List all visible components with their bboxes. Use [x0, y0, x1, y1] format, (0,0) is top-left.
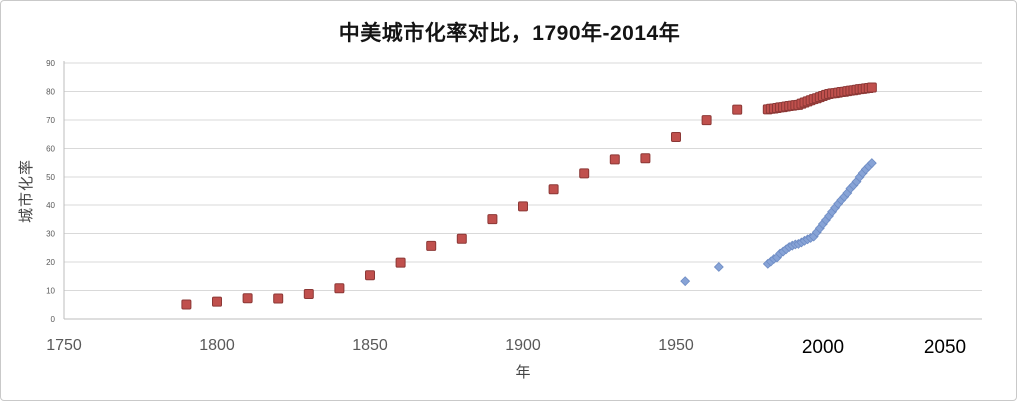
data-point-us	[456, 233, 467, 244]
data-point-us	[579, 168, 590, 179]
y-tick-label-60: 60	[46, 144, 55, 153]
data-point-us	[671, 131, 681, 142]
y-tick-label-80: 80	[46, 87, 55, 96]
y-tick-label-10: 10	[46, 287, 55, 296]
x-tick-label-1800: 1800	[199, 337, 235, 354]
y-tick-label-40: 40	[46, 201, 55, 210]
data-point-us	[866, 82, 877, 93]
x-axis-title: 年	[515, 364, 530, 381]
data-point-us	[487, 214, 498, 225]
y-tick-label-30: 30	[46, 230, 55, 239]
data-point-us	[303, 288, 314, 299]
data-point-us	[640, 153, 651, 164]
data-point-china	[713, 261, 724, 272]
chart-title: 中美城市化率对比，1790年-2014年	[338, 22, 681, 45]
data-point-us	[518, 201, 528, 212]
data-point-us	[181, 299, 192, 310]
data-point-us	[701, 115, 712, 126]
y-tick-label-70: 70	[46, 116, 55, 125]
x-tick-label-1850: 1850	[352, 337, 388, 354]
x-tick-label-1950: 1950	[658, 337, 694, 354]
y-axis-title: 城市化率	[18, 159, 35, 223]
x-tick-label-2000: 2000	[802, 337, 844, 358]
y-tick-label-50: 50	[46, 173, 55, 182]
data-point-us	[426, 240, 437, 251]
x-tick-label-2050: 2050	[924, 337, 966, 358]
data-point-us	[732, 104, 743, 115]
data-point-us	[334, 283, 345, 294]
data-point-china	[866, 158, 877, 169]
x-tick-label-1900: 1900	[505, 337, 541, 354]
data-point-us	[242, 293, 253, 304]
data-point-china	[680, 276, 691, 287]
y-tick-label-0: 0	[51, 315, 56, 324]
x-tick-label-1750: 1750	[46, 337, 82, 354]
data-point-us	[395, 257, 406, 268]
y-tick-label-90: 90	[46, 59, 55, 68]
data-point-us	[365, 270, 375, 281]
data-point-us	[212, 296, 222, 307]
y-tick-label-20: 20	[46, 258, 55, 267]
data-point-us	[548, 184, 559, 195]
data-point-us	[609, 154, 620, 165]
data-point-us	[273, 293, 284, 304]
